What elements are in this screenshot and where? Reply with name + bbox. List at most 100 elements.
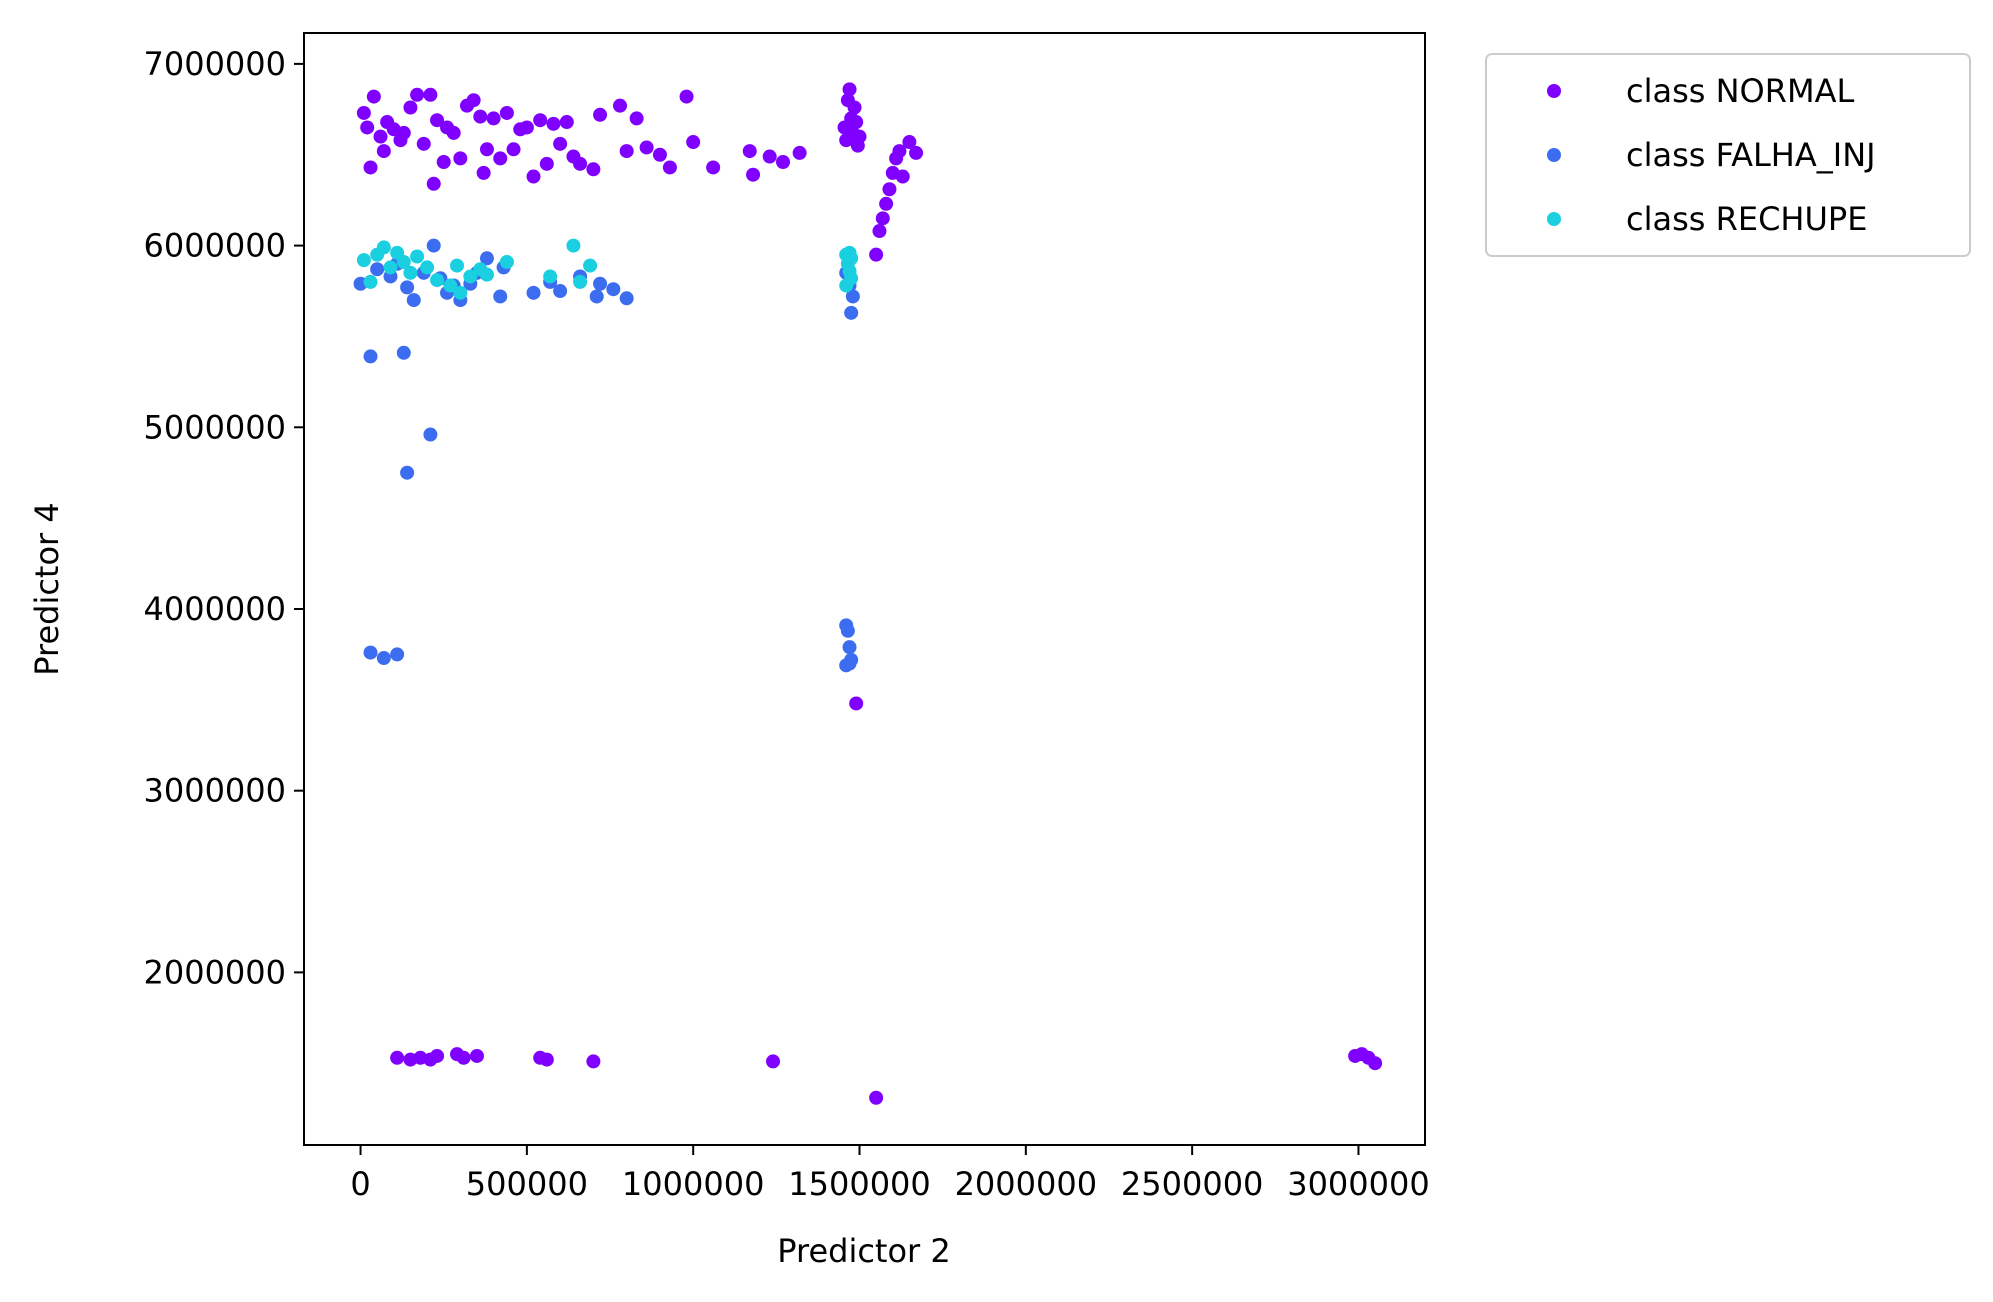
data-point: [566, 238, 581, 253]
data-point: [363, 160, 378, 175]
data-point: [847, 100, 862, 115]
data-point: [410, 87, 425, 102]
series-1: [353, 238, 860, 673]
data-point: [766, 1054, 781, 1069]
x-axis-label: Predictor 2: [777, 1232, 950, 1270]
legend-label: class FALHA_INJ: [1626, 136, 1876, 174]
y-tick-label: 4000000: [143, 590, 286, 628]
data-point: [845, 289, 860, 304]
data-point: [879, 196, 894, 211]
data-point: [686, 135, 701, 150]
data-point: [762, 149, 777, 164]
data-point: [463, 269, 478, 284]
data-point: [526, 285, 541, 300]
y-tick-label: 3000000: [143, 772, 286, 810]
data-point: [639, 140, 654, 155]
data-point: [363, 274, 378, 289]
data-point: [844, 251, 859, 266]
data-point: [363, 645, 378, 660]
data-point: [450, 258, 465, 273]
y-tick-label: 5000000: [143, 408, 286, 446]
data-point: [875, 211, 890, 226]
data-point: [456, 1050, 471, 1065]
y-axis: 2000000 3000000 4000000 5000000 6000000 70000…: [143, 45, 304, 991]
data-point: [469, 1048, 484, 1063]
data-point: [872, 224, 887, 239]
data-point: [416, 136, 431, 151]
legend-marker: [1547, 148, 1561, 162]
data-point: [662, 160, 677, 175]
data-point: [589, 289, 604, 304]
data-point: [619, 291, 634, 306]
y-tick-label: 6000000: [143, 227, 286, 265]
data-point: [466, 93, 481, 108]
series-2: [356, 238, 859, 300]
data-point: [426, 238, 441, 253]
x-tick-label: 2000000: [955, 1165, 1098, 1203]
data-point: [403, 265, 418, 280]
data-point: [892, 144, 907, 159]
data-point: [420, 260, 435, 275]
data-point: [430, 113, 445, 128]
data-point: [849, 115, 864, 130]
data-point: [606, 282, 621, 297]
data-point: [792, 145, 807, 160]
data-point: [573, 274, 588, 289]
data-point: [742, 144, 757, 159]
data-point: [844, 305, 859, 320]
legend-marker: [1547, 84, 1561, 98]
data-point: [363, 349, 378, 364]
data-point: [356, 253, 371, 268]
data-point: [706, 160, 721, 175]
data-point: [1368, 1056, 1383, 1071]
data-point: [586, 162, 601, 177]
data-point: [453, 285, 468, 300]
data-point: [390, 1050, 405, 1065]
data-point: [849, 696, 864, 711]
data-point: [376, 240, 391, 255]
data-point: [539, 156, 554, 171]
y-tick-label: 2000000: [143, 953, 286, 991]
data-point: [376, 651, 391, 666]
data-point: [586, 1054, 601, 1069]
legend-box: [1485, 53, 1971, 257]
data-point: [430, 273, 445, 288]
data-point: [366, 89, 381, 104]
data-point: [430, 1048, 445, 1063]
data-point: [506, 142, 521, 157]
x-tick-label: 500000: [466, 1165, 588, 1203]
data-point: [390, 647, 405, 662]
legend-label: class NORMAL: [1626, 72, 1854, 110]
data-point: [373, 129, 388, 144]
data-point: [476, 165, 491, 180]
data-point: [423, 427, 438, 442]
data-point: [436, 155, 451, 170]
x-tick-label: 3000000: [1287, 1165, 1430, 1203]
data-point: [486, 111, 501, 126]
data-point: [776, 155, 791, 170]
data-point: [842, 82, 857, 97]
data-point: [869, 247, 884, 262]
data-point: [840, 623, 855, 638]
data-point: [376, 144, 391, 159]
data-point: [746, 167, 761, 182]
data-point: [546, 116, 561, 131]
data-point: [553, 284, 568, 299]
data-point: [403, 100, 418, 115]
data-point: [396, 345, 411, 360]
data-point: [842, 640, 857, 655]
data-point: [360, 120, 375, 135]
data-point: [396, 125, 411, 140]
data-point: [400, 465, 415, 480]
data-point: [479, 142, 494, 157]
data-point: [869, 1090, 884, 1105]
scatter-points: [353, 82, 1383, 1105]
data-point: [479, 251, 494, 266]
series-0: [356, 82, 1383, 1105]
data-point: [593, 107, 608, 122]
legend-marker: [1547, 212, 1561, 226]
data-point: [493, 289, 508, 304]
y-tick-label: 7000000: [143, 45, 286, 83]
x-tick-label: 1000000: [622, 1165, 765, 1203]
